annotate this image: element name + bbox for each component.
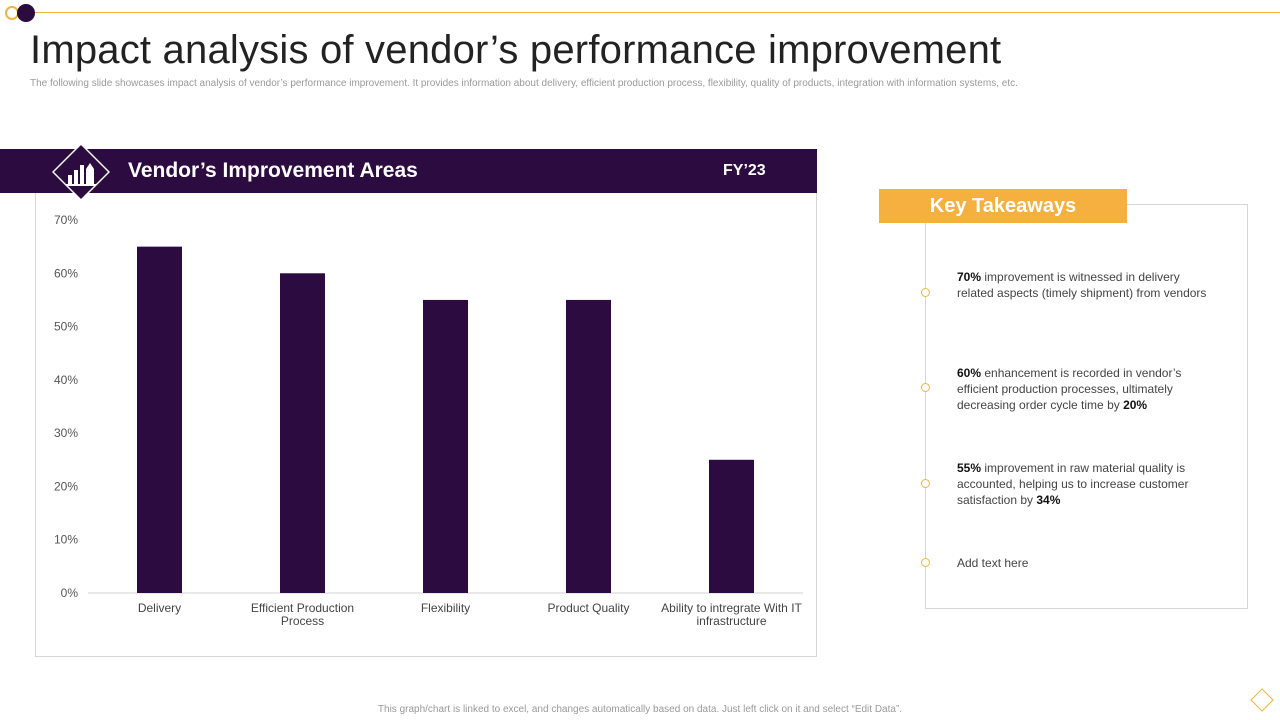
takeaway-item-2: 60% enhancement is recorded in vendor’s … [957, 365, 1207, 413]
takeaway-item-1: 70% improvement is witnessed in delivery… [957, 269, 1207, 301]
footer-note: This graph/chart is linked to excel, and… [377, 704, 903, 715]
x-tick-label: Delivery [138, 601, 181, 615]
takeaway-item-3: 55% improvement in raw material quality … [957, 460, 1207, 508]
page-title: Impact analysis of vendor’s performance … [30, 28, 1002, 72]
takeaway-bullet [921, 288, 930, 297]
y-tick-label: 30% [54, 426, 78, 440]
takeaway-1-highlight: 70% [957, 270, 982, 284]
x-tick-label: infrastructure [696, 614, 766, 628]
bar [423, 299, 468, 593]
bar [137, 246, 182, 593]
takeaway-2-highlight: 60% [957, 366, 982, 380]
chart-period: FY’23 [723, 162, 766, 179]
y-tick-label: 50% [54, 320, 78, 334]
takeaway-2-tail: 20% [1123, 398, 1148, 412]
takeaway-2-text: enhancement is recorded in vendor’s effi… [957, 366, 1182, 412]
takeaway-3-tail: 34% [1036, 493, 1061, 507]
y-tick-label: 20% [54, 479, 78, 493]
x-tick-label: Process [281, 614, 324, 628]
top-divider-line [22, 12, 1280, 13]
filled-circle [17, 4, 35, 22]
x-tick-label: Ability to intregrate With IT [661, 601, 802, 615]
top-circles-decoration [4, 4, 36, 22]
x-tick-label: Product Quality [547, 601, 629, 615]
bar [709, 459, 754, 593]
building-chart-icon [52, 143, 110, 201]
takeaway-3-text: improvement in raw material quality is a… [957, 461, 1189, 507]
x-tick-label: Efficient Production [251, 601, 354, 615]
y-tick-label: 60% [54, 266, 78, 280]
takeaway-item-4[interactable]: Add text here [957, 555, 1207, 571]
page-subtitle: The following slide showcases impact ana… [30, 78, 1018, 89]
corner-diamond-decoration [1250, 688, 1274, 712]
takeaways-header [879, 189, 1127, 223]
takeaways-title: Key Takeaways [929, 195, 1077, 217]
chart-title: Vendor’s Improvement Areas [128, 159, 418, 182]
y-tick-label: 10% [54, 533, 78, 547]
bar [566, 299, 611, 593]
takeaway-bullet [921, 479, 930, 488]
y-tick-label: 40% [54, 373, 78, 387]
x-tick-label: Flexibility [421, 601, 470, 615]
bar [280, 273, 325, 593]
chart-header-bar [0, 149, 817, 193]
takeaway-bullet [921, 558, 930, 567]
takeaway-1-text: improvement is witnessed in delivery rel… [957, 270, 1207, 300]
y-tick-label: 0% [61, 586, 79, 600]
takeaway-3-highlight: 55% [957, 461, 982, 475]
takeaway-4-text[interactable]: Add text here [957, 556, 1029, 570]
y-tick-label: 70% [54, 213, 78, 227]
takeaway-bullet [921, 383, 930, 392]
